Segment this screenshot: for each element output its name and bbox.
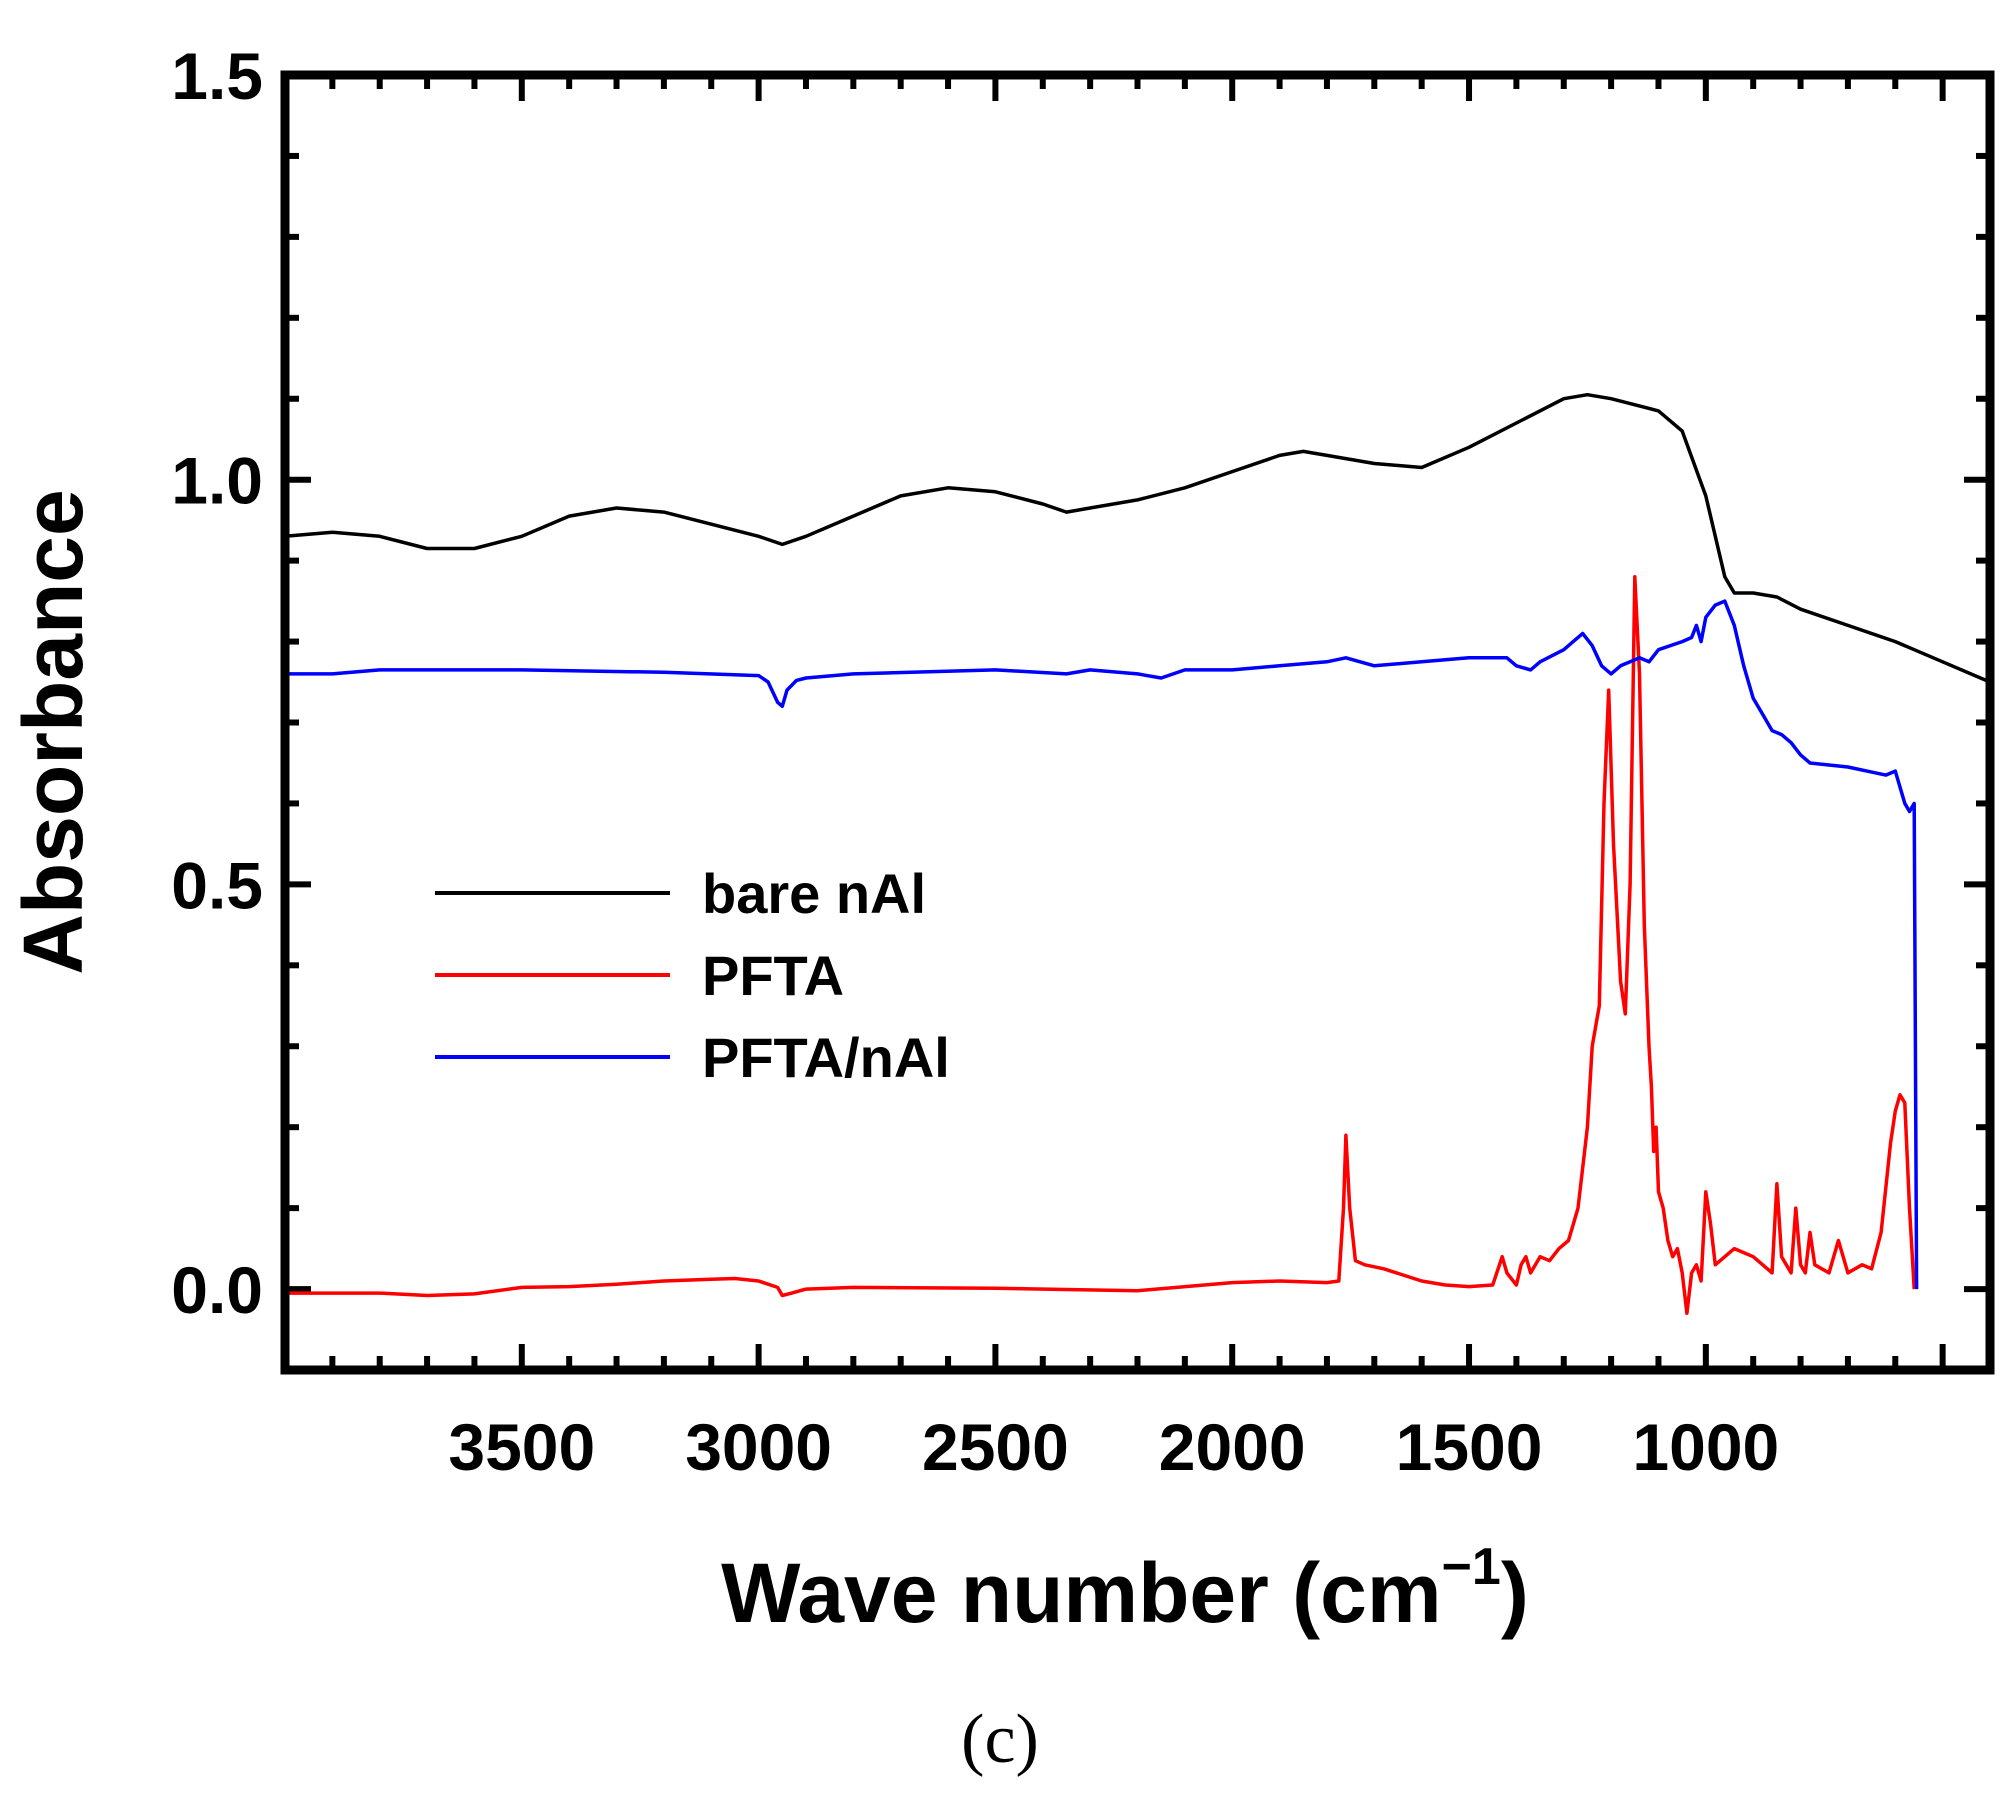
series-line-pfta-nal [283,599,1919,1290]
axis-ticks [285,72,1990,1373]
plot-frame [280,70,1995,1375]
x-tick-label: 3000 [685,1410,832,1484]
y-tick-label: 0.0 [171,1253,263,1327]
y-tick-label: 0.5 [171,848,263,922]
x-tick-label: 1000 [1632,1410,1779,1484]
data-series [283,392,1991,1316]
series-line-pfta [285,575,1916,1316]
x-axis-title: Wave number (cm−1) [721,1538,1529,1640]
y-tick-label: 1.5 [171,39,263,113]
legend-label: bare nAl [702,862,926,925]
panel-label: (c) [961,1701,1039,1778]
series-line-bare-nal [284,392,1991,684]
x-tick-label: 3500 [448,1410,595,1484]
legend-label: PFTA [702,944,844,1007]
y-tick-label: 1.0 [171,444,263,518]
legend: bare nAl PFTA PFTA/nAl [435,862,950,1089]
x-tick-label: 1500 [1396,1410,1543,1484]
legend-label: PFTA/nAl [702,1026,950,1089]
y-axis-title: Absorbance [6,489,100,974]
x-axis-title-end: ) [1501,1546,1529,1640]
x-tick-label: 2500 [922,1410,1069,1484]
x-tick-label: 2000 [1159,1410,1306,1484]
x-axis-title-main: Wave number (cm [721,1546,1441,1640]
tick-labels: 0.0 0.5 1.0 1.5 3500 3000 2500 2000 1500 1000 [171,39,1779,1484]
x-axis-title-superscript: −1 [1442,1538,1501,1596]
